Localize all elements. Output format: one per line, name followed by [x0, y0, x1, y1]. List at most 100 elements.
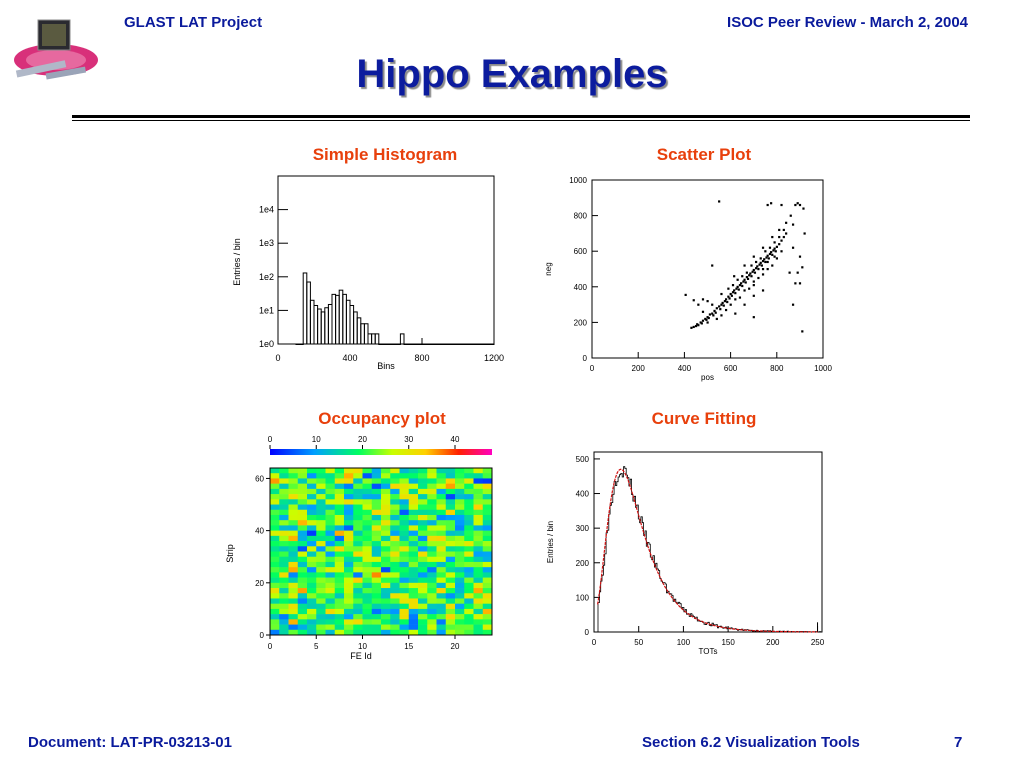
occupancy-cell	[390, 488, 400, 495]
occupancy-cell	[473, 499, 484, 505]
scatter-point	[788, 271, 791, 274]
scatter-y-tick-label: 200	[574, 318, 588, 327]
occupancy-cell	[297, 619, 308, 625]
occupancy-cell	[482, 619, 493, 625]
curve-fit-histogram	[594, 466, 822, 633]
occupancy-cell	[316, 556, 326, 563]
occupancy-cell	[325, 561, 336, 568]
scatter-point	[759, 257, 762, 260]
occupancy-cell	[418, 603, 428, 610]
occupancy-cell	[418, 473, 428, 479]
scatter-point	[712, 314, 715, 317]
occupancy-cell	[270, 588, 280, 594]
occupancy-cell	[288, 561, 299, 568]
occupancy-cell	[381, 520, 391, 526]
occupancy-cell	[334, 504, 345, 511]
occupancy-cell	[325, 468, 336, 474]
occupancy-cell	[316, 483, 326, 490]
occupancy-cell	[381, 546, 391, 552]
occupancy-cell	[270, 624, 280, 631]
occupancy-cell	[279, 530, 289, 537]
occupancy-cell	[353, 593, 363, 599]
occupancy-cell	[381, 629, 391, 636]
occupancy-cell	[427, 525, 437, 531]
occupancy-cell	[381, 603, 391, 610]
occupancy-cell	[279, 509, 289, 516]
occupancy-cell	[482, 494, 493, 500]
occupancy-cell	[390, 504, 400, 511]
occupancy-cell	[362, 494, 373, 500]
occupancy-cell	[381, 588, 391, 594]
occupancy-cell	[325, 629, 336, 636]
occupancy-cell	[464, 499, 474, 505]
scatter-point	[752, 280, 755, 283]
occupancy-cell	[464, 525, 474, 531]
occupancy-cell	[362, 468, 373, 474]
occupancy-cell	[334, 520, 345, 526]
occupancy-cell	[270, 567, 280, 573]
occupancy-cell	[279, 525, 289, 531]
occupancy-cell	[279, 561, 289, 568]
occupancy-cell	[279, 546, 289, 552]
occupancy-cell	[381, 483, 391, 490]
occupancy-cell	[316, 473, 326, 479]
occupancy-cell	[279, 556, 289, 563]
histogram-x-tick-label: 400	[342, 353, 357, 363]
scatter-point	[803, 232, 806, 235]
occupancy-cell	[464, 488, 474, 495]
occupancy-cell	[399, 593, 410, 599]
occupancy-cell	[353, 582, 363, 589]
occupancy-cell	[455, 514, 465, 521]
occupancy-cell	[344, 520, 354, 526]
scatter-point	[721, 301, 724, 305]
occupancy-cell	[307, 520, 317, 526]
occupancy-cell	[362, 535, 373, 542]
occupancy-x-tick-label: 15	[404, 642, 413, 651]
occupancy-cell	[325, 556, 336, 563]
occupancy-cell	[344, 561, 354, 568]
occupancy-cell	[371, 520, 382, 526]
occupancy-cell	[445, 520, 456, 526]
scatter-point	[729, 303, 732, 306]
occupancy-cell	[427, 546, 437, 552]
occupancy-cell	[381, 525, 391, 531]
occupancy-cell	[381, 530, 391, 537]
occupancy-x-tick-label: 10	[358, 642, 367, 651]
scatter-point	[764, 250, 767, 253]
curve-fit-y-tick-label: 500	[576, 455, 590, 464]
occupancy-cell	[381, 593, 391, 599]
curve-fit-y-tick-label: 0	[585, 628, 590, 637]
occupancy-cell	[464, 582, 474, 589]
occupancy-cell	[473, 509, 484, 516]
occupancy-cell	[455, 567, 465, 573]
occupancy-cell	[297, 541, 308, 547]
scatter-y-tick-label: 800	[574, 212, 588, 221]
occupancy-cell	[418, 614, 428, 620]
occupancy-cell	[297, 520, 308, 526]
scatter-point	[700, 322, 703, 325]
occupancy-cell	[445, 608, 456, 615]
occupancy-cell	[371, 525, 382, 531]
occupancy-cell	[464, 572, 474, 578]
occupancy-cell	[334, 478, 345, 484]
occupancy-cell	[353, 572, 363, 578]
occupancy-cell	[325, 551, 336, 558]
scatter-point	[780, 239, 783, 242]
occupancy-cell	[297, 509, 308, 516]
occupancy-cell	[297, 499, 308, 505]
occupancy-cell	[455, 483, 465, 490]
scatter-x-tick-label: 600	[724, 364, 738, 373]
occupancy-cell	[445, 478, 456, 484]
occupancy-cell	[418, 582, 428, 589]
occupancy-cell	[390, 525, 400, 531]
occupancy-cell	[399, 624, 410, 631]
occupancy-cell	[399, 546, 410, 552]
occupancy-cell	[399, 509, 410, 516]
occupancy-cell	[334, 546, 345, 552]
occupancy-cell	[408, 567, 419, 573]
occupancy-cell	[279, 473, 289, 479]
occupancy-cell	[371, 629, 382, 636]
occupancy-cell	[445, 504, 456, 511]
occupancy-cell	[371, 567, 382, 573]
occupancy-cell	[390, 603, 400, 610]
